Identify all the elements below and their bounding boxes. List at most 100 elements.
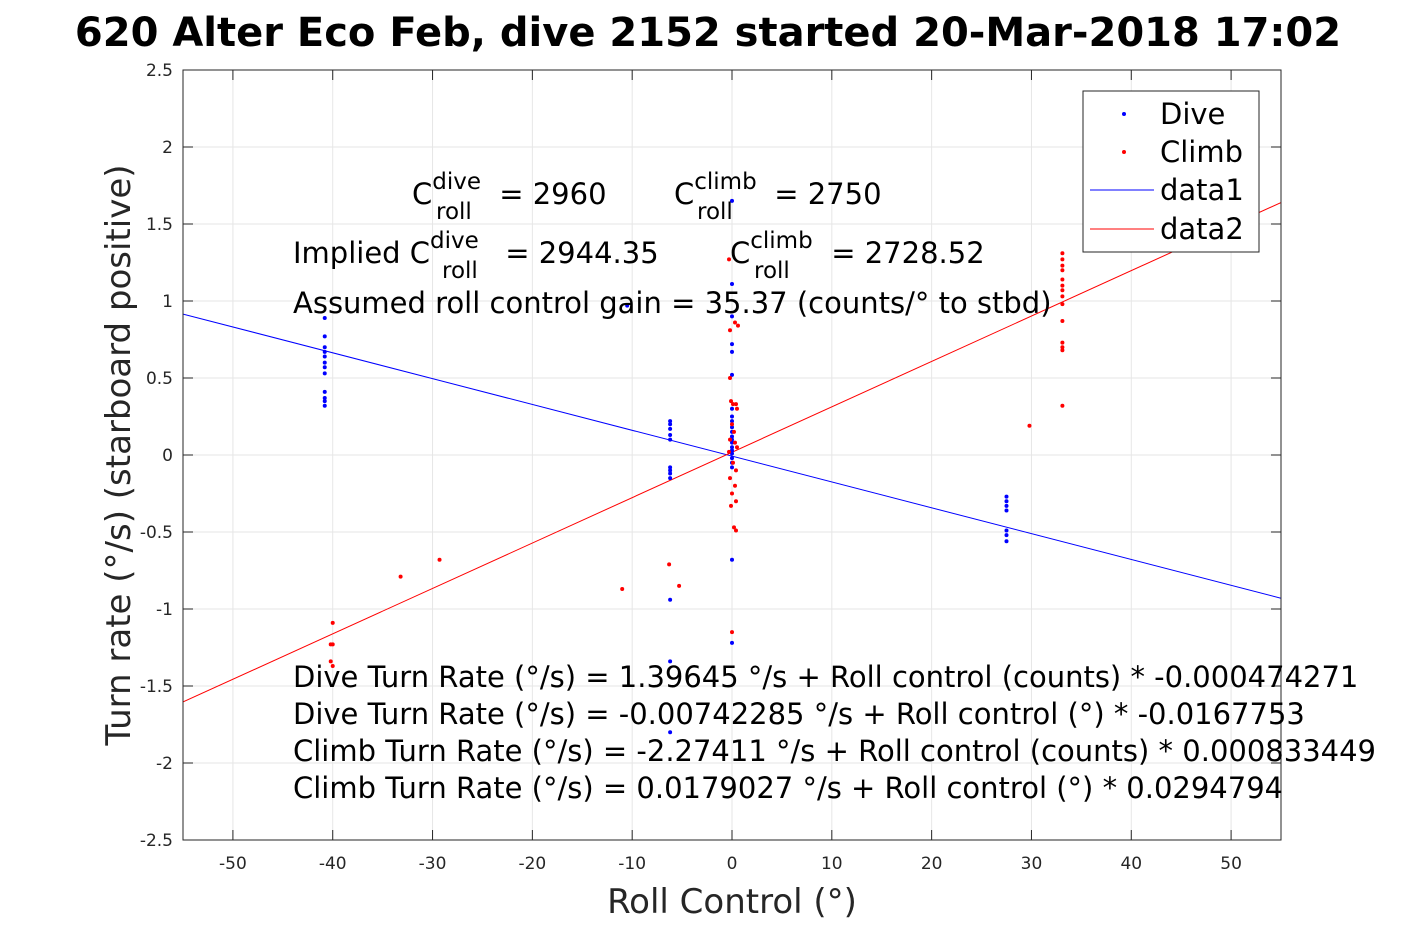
climb-point [733,528,738,533]
dive-point [322,334,327,339]
y-axis-label: Turn rate (°/s) (starboard positive) [99,164,139,746]
dive-point [730,451,734,456]
climb-point [330,642,335,647]
y-tick-label: -1.5 [140,677,173,697]
dive-point [668,471,673,476]
dive-point [730,282,734,287]
plot-border [182,69,1282,841]
dive-point [668,476,673,481]
dive-point [730,406,734,411]
y-tick-label: 2 [162,138,173,158]
climb-point [730,491,734,496]
dive-point [668,419,673,424]
climb-point [677,583,682,588]
dive-point [322,315,327,320]
dive-point [730,448,734,453]
legend-data1-label: data1 [1160,173,1244,207]
y-axis-ticks: -2.5 -2 -1.5 -1 -0.5 0 0.5 1 1.5 2 2.5 [140,61,1281,851]
dive-point [730,342,734,347]
c-roll-climb-annotation: Cclimb roll = 2750 [674,169,882,225]
climb-point [437,557,442,562]
climb-point [733,499,738,504]
climb-point [398,574,403,579]
dive-point [730,445,734,450]
dive-point [1004,533,1009,538]
dive-point [322,349,327,354]
chart-title: 620 Alter Eco Feb, dive 2152 started 20-… [75,10,1341,56]
x-tick-label: -50 [219,854,247,874]
dive-point [322,403,327,408]
climb-point [667,562,672,567]
dive-point [668,730,673,735]
dive-point [730,434,734,439]
climb-point [1060,302,1065,307]
x-tick-label: 20 [921,854,943,874]
climb-point [730,460,735,465]
climb-point [728,328,733,333]
climb-point [732,483,737,488]
climb-point [732,440,737,445]
climb-point [1060,283,1065,288]
climb-point [728,476,733,481]
climb-point [620,586,625,591]
climb-point [728,376,733,380]
dive-point [322,371,327,376]
dive-point [730,425,734,430]
c-roll-dive-annotation: Cdive roll = 2960 [412,169,607,225]
x-tick-label: 30 [1021,854,1043,874]
climb-point [1060,263,1065,268]
x-tick-label: 50 [1220,854,1242,874]
climb-point [1060,257,1065,262]
dive-point [322,345,327,350]
y-tick-label: -0.5 [140,523,173,543]
climb-point [730,402,735,407]
climb-point [732,320,737,325]
climb-point [1060,403,1065,408]
x-tick-label: -40 [319,854,347,874]
climb-point [729,503,734,508]
dive-point [730,557,734,562]
climb-point [1060,294,1065,299]
climb-point [735,323,740,328]
climb-point [728,437,733,442]
dive-point [730,372,734,377]
y-tick-label: 1.5 [146,215,173,235]
dive-point [1004,503,1009,508]
dive-point [322,389,327,394]
legend-climb-label: Climb [1160,135,1243,169]
climb-point [730,630,734,635]
climb-point [1060,288,1065,293]
dive-point [730,419,734,424]
dive-degrees-equation: Dive Turn Rate (°/s) = -0.00742285 °/s +… [293,697,1305,731]
climb-point [1060,251,1065,256]
legend-box [1082,90,1260,253]
gain-annotation: Assumed roll control gain = 35.37 (count… [293,286,1052,320]
climb-point [1060,345,1065,350]
climb-point [734,445,739,450]
climb-point [1060,319,1065,324]
dive-counts-equation: Dive Turn Rate (°/s) = 1.39645 °/s + Rol… [293,660,1358,694]
x-axis-label: Roll Control (°) [607,882,857,922]
dive-point [668,659,673,664]
dive-point [730,640,734,645]
climb-point [1060,340,1065,345]
climb-point [330,620,335,625]
climb-point [733,468,738,473]
dive-point [730,456,734,461]
x-tick-label: 40 [1120,854,1142,874]
implied-c-roll-annotation: Implied Cdive roll = 2944.35 Cclimb roll = … [293,228,985,284]
dive-point [668,422,673,427]
climb-point [731,429,736,434]
climb-point [1060,277,1065,282]
dive-point [1004,508,1009,513]
dive-point [730,440,734,445]
dive-point [668,426,673,431]
dive-point [730,198,734,203]
climb-point [1027,423,1032,428]
climb-point [734,406,739,411]
dive-point [322,399,327,404]
y-tick-label: 2.5 [146,61,173,81]
climb-point [727,449,732,454]
climb-point [330,663,335,668]
y-tick-label: 1 [162,292,173,312]
